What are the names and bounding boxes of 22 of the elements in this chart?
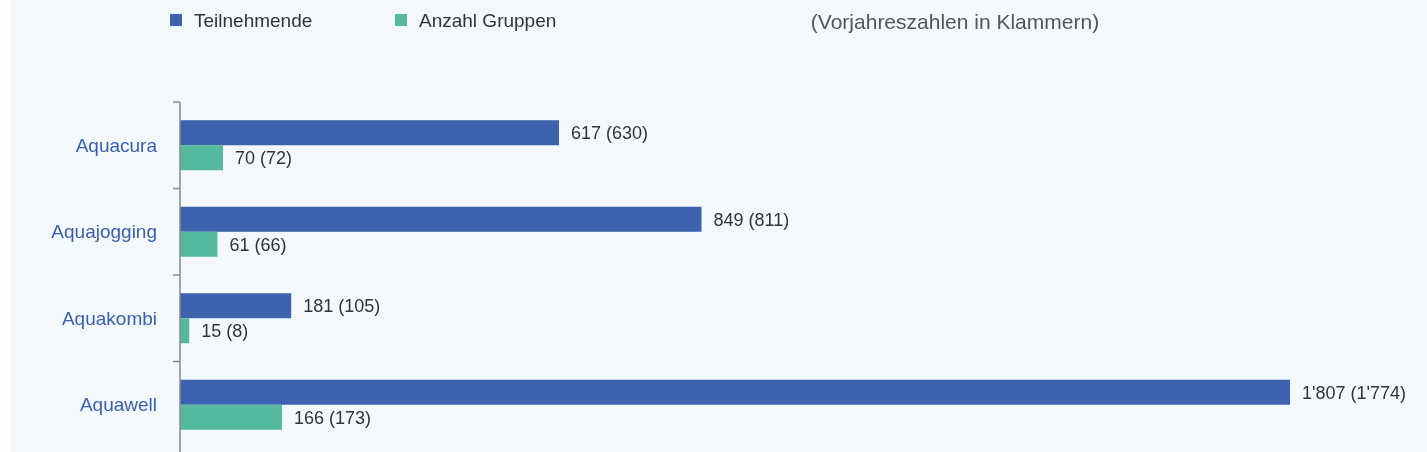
bar: [180, 206, 702, 232]
data-label: 181 (105): [303, 296, 381, 317]
data-label: 617 (630): [571, 123, 649, 144]
data-label: 166 (173): [293, 407, 372, 428]
data-label: 70 (72): [235, 148, 293, 169]
bar: [180, 404, 282, 430]
y-tick-label: Aquacura: [75, 134, 158, 156]
data-label: 61 (66): [229, 234, 287, 255]
bar: [180, 120, 560, 146]
legend-label: Teilnehmende: [194, 9, 313, 31]
y-tick-label: Aquajogging: [51, 221, 157, 243]
bar: [180, 231, 218, 257]
text: (Vorjahreszahlen in Klammern): [810, 10, 1100, 34]
y-tick-label: Aquawell: [79, 394, 157, 416]
data-label: 849 (811): [713, 209, 790, 230]
legend-label: Anzahl Gruppen: [419, 9, 557, 31]
bar: [180, 145, 223, 171]
y-tick-label: Aquakombi: [61, 307, 157, 329]
bar: [180, 379, 1290, 405]
data-label: 1'807 (1'774): [1302, 382, 1406, 403]
bar: [180, 293, 292, 319]
data-label: 15 (8): [201, 321, 249, 342]
